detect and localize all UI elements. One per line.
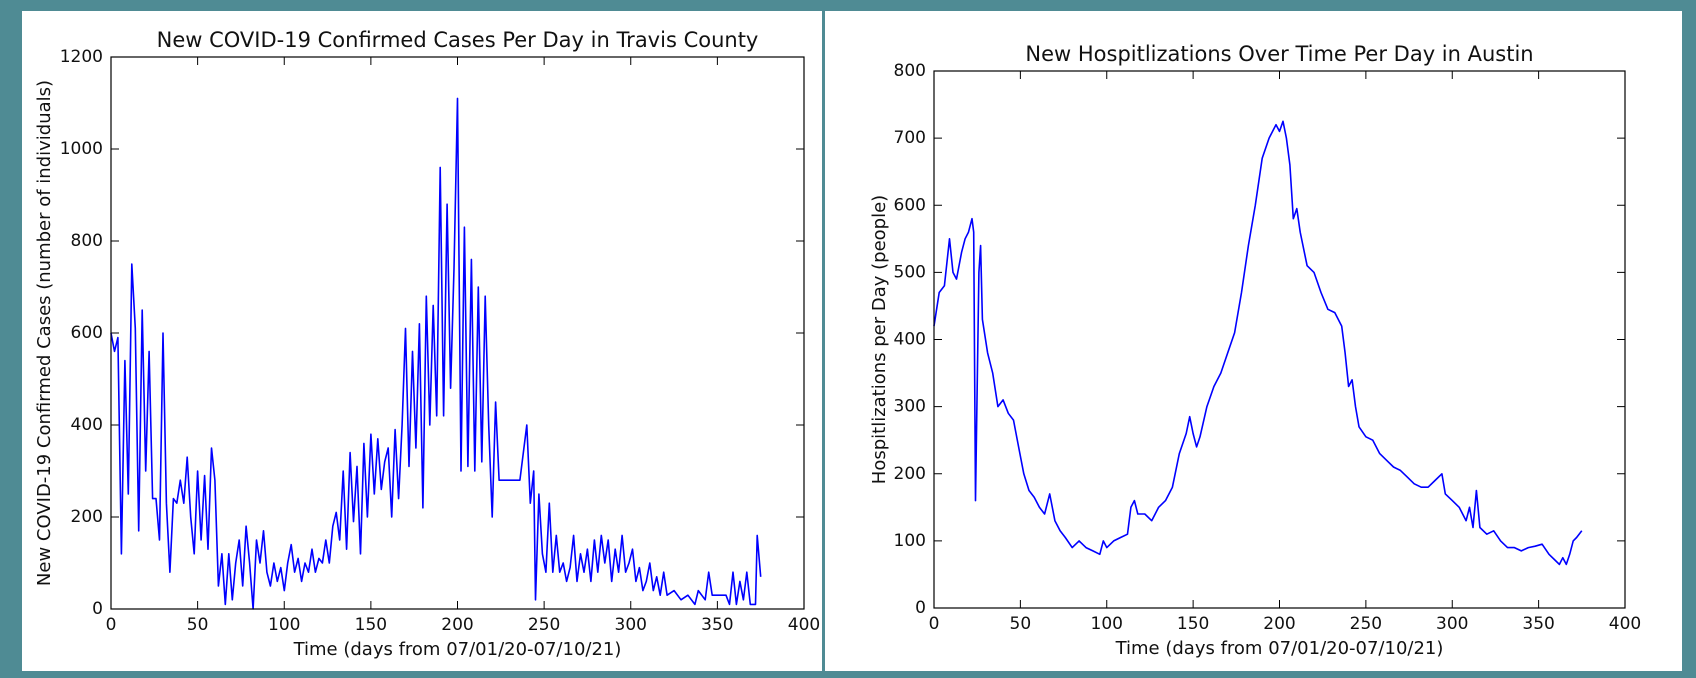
line — [933, 120, 1583, 566]
y-tick-label: 200 — [71, 507, 103, 527]
x-tick-label: 300 — [615, 615, 647, 635]
x-tick-label: 200 — [441, 615, 473, 635]
y-tick-label: 400 — [71, 415, 103, 435]
x-tick-label: 0 — [929, 614, 940, 634]
chart-title: New Hospitlizations Over Time Per Day in… — [1025, 42, 1533, 66]
x-tick-label: 100 — [268, 615, 300, 635]
y-tick-label: 800 — [71, 231, 103, 251]
y-axis-label: Hospitlizations per Day (people) — [869, 195, 890, 484]
x-tick-label: 400 — [1609, 614, 1641, 634]
chart-title: New COVID-19 Confirmed Cases Per Day in … — [157, 28, 759, 52]
x-tick-label: 350 — [701, 615, 733, 635]
x-axis-label: Time (days from 07/01/20-07/10/21) — [293, 639, 622, 660]
x-tick-label: 0 — [106, 615, 117, 635]
y-tick-label: 100 — [894, 531, 926, 551]
y-tick-label: 600 — [71, 323, 103, 343]
panel — [825, 11, 1682, 671]
y-tick-label: 200 — [894, 464, 926, 484]
y-tick-label: 500 — [894, 262, 926, 282]
y-tick-label: 800 — [894, 61, 926, 81]
x-tick-label: 400 — [788, 615, 820, 635]
x-tick-label: 250 — [1350, 614, 1382, 634]
x-tick-label: 100 — [1091, 614, 1123, 634]
y-tick-label: 700 — [894, 128, 926, 148]
plot-frame — [110, 56, 805, 610]
panel — [22, 11, 822, 671]
y-tick-label: 1200 — [60, 47, 103, 67]
x-tick-label: 350 — [1522, 614, 1554, 634]
y-tick-label: 400 — [894, 330, 926, 350]
x-tick-label: 150 — [1177, 614, 1209, 634]
y-tick-label: 300 — [894, 397, 926, 417]
x-tick-label: 150 — [355, 615, 387, 635]
y-tick-label: 0 — [92, 599, 103, 619]
x-tick-label: 300 — [1436, 614, 1468, 634]
line — [110, 97, 762, 610]
plot-frame — [933, 70, 1626, 609]
x-axis-label: Time (days from 07/01/20-07/10/21) — [1115, 638, 1444, 659]
y-tick-label: 600 — [894, 195, 926, 215]
x-tick-label: 50 — [1010, 614, 1032, 634]
x-tick-label: 50 — [187, 615, 209, 635]
y-axis-label: New COVID-19 Confirmed Cases (number of … — [34, 80, 55, 586]
y-tick-label: 0 — [915, 598, 926, 618]
y-tick-label: 1000 — [60, 139, 103, 159]
x-tick-label: 250 — [528, 615, 560, 635]
x-tick-label: 200 — [1263, 614, 1295, 634]
